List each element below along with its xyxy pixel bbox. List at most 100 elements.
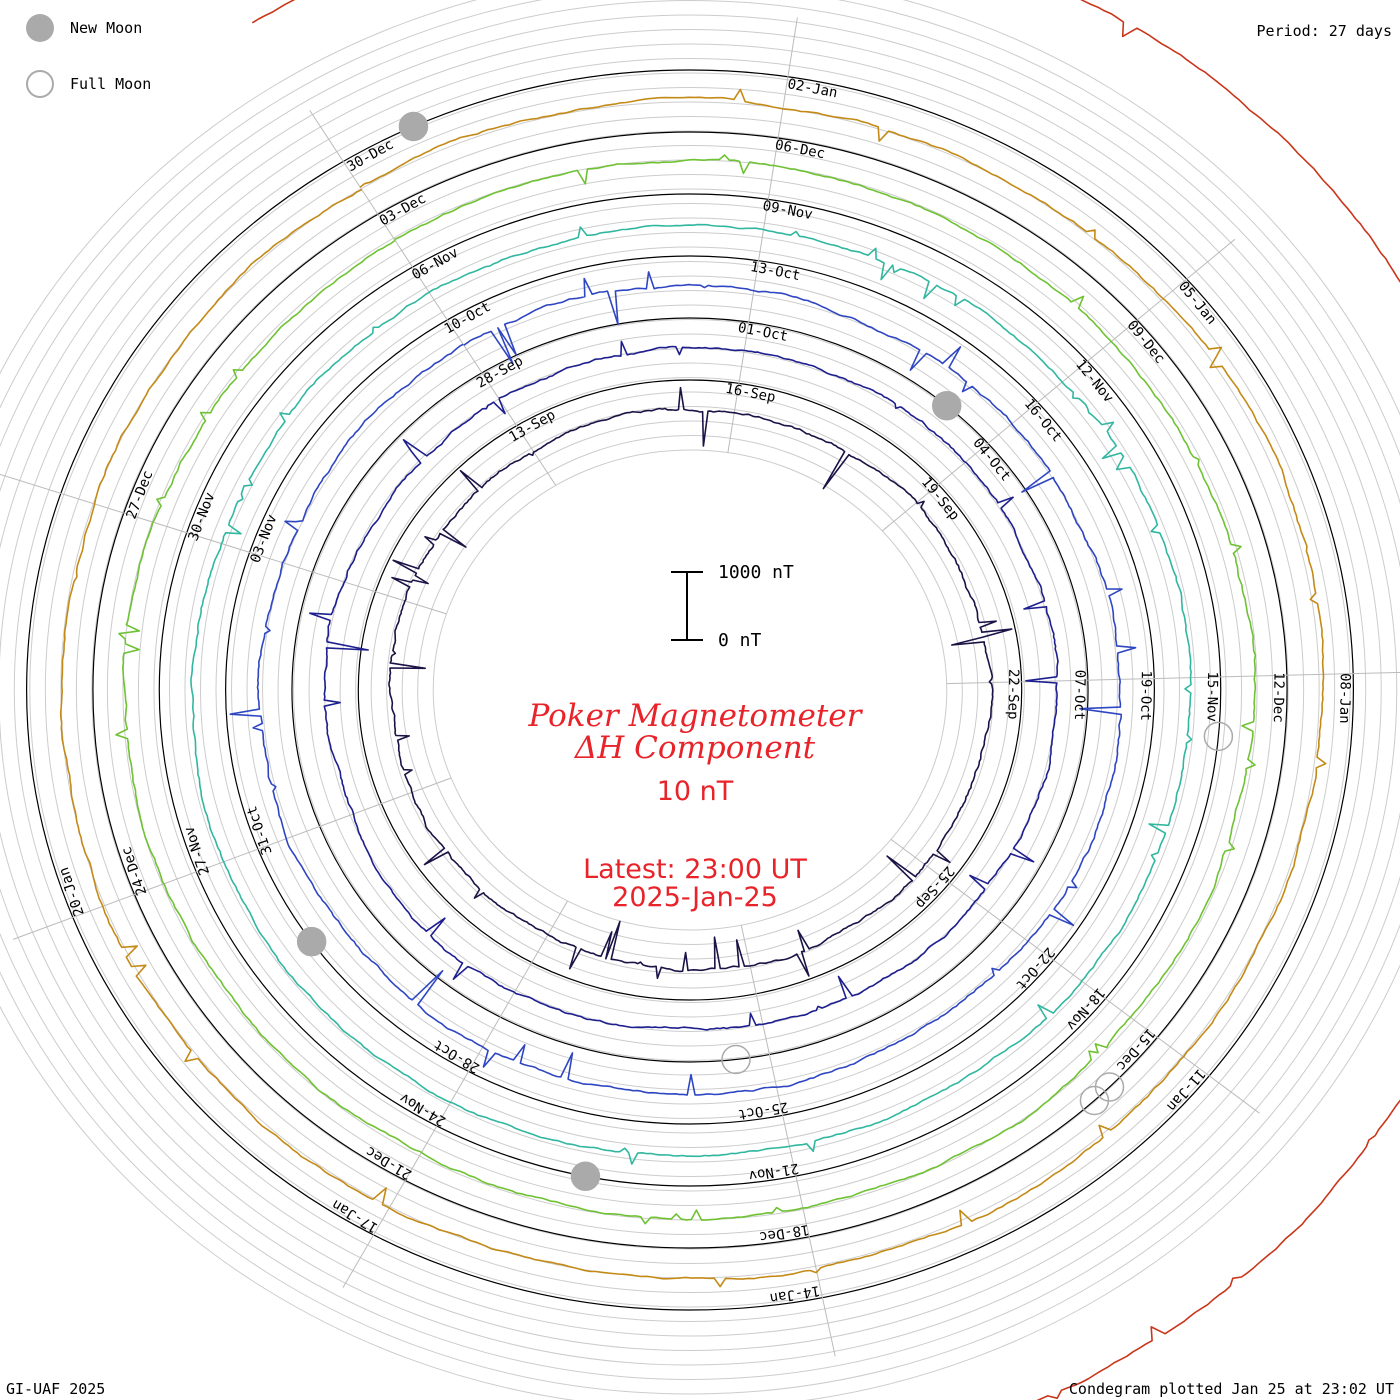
date-tick-label: 13-Sep	[506, 407, 558, 446]
grid-ring	[199, 232, 1181, 1148]
grid-ring	[13, 58, 1367, 1322]
grid-ring	[401, 420, 979, 960]
title-scale: 10 nT	[656, 776, 734, 807]
date-tick-label: 12-Dec	[1270, 672, 1287, 723]
title-line-2: ΔH Component	[574, 730, 816, 766]
baseline-ring	[158, 193, 1222, 1187]
series-lines	[59, 0, 1400, 1400]
date-tick-label: 24-Dec	[119, 844, 151, 897]
baseline-ring	[291, 317, 1089, 1063]
date-tick-label: 31-Oct	[244, 804, 276, 857]
new-moon-marker	[398, 111, 429, 142]
grid-ring	[277, 304, 1103, 1076]
grid-ring	[0, 43, 1382, 1337]
title-line-1: Poker Magnetometer	[528, 698, 862, 734]
date-tick-label: 19-Oct	[1137, 670, 1154, 721]
date-tick-label: 18-Nov	[1063, 984, 1108, 1033]
latest-time: Latest: 23:00 UT	[583, 854, 807, 885]
date-labels: 13-Sep16-Sep19-Sep22-Sep25-Sep28-Sep01-O…	[56, 76, 1353, 1306]
grid-ring	[262, 290, 1118, 1090]
baseline-ring	[25, 69, 1355, 1311]
date-tick-label: 14-Jan	[769, 1282, 821, 1306]
date-tick-label: 20-Jan	[56, 865, 88, 918]
date-tick-label: 24-Nov	[397, 1089, 449, 1129]
date-tick-label: 22-Sep	[1004, 669, 1021, 720]
new-moon-marker	[931, 390, 962, 421]
full-moon-marker	[1203, 721, 1234, 752]
series-line-28-Sep	[309, 340, 1059, 1031]
grid-spoke	[12, 777, 452, 940]
date-tick-label: 09-Nov	[761, 198, 814, 223]
date-tick-label: 25-Oct	[737, 1098, 789, 1122]
grid-ring	[339, 362, 1041, 1018]
date-tick-label: 19-Sep	[918, 474, 962, 523]
date-tick-label: 06-Nov	[409, 245, 461, 284]
grid-ring	[308, 333, 1072, 1047]
new-moon-icon	[26, 14, 54, 42]
grid-ring	[60, 101, 1320, 1279]
full-moon-marker	[721, 1044, 751, 1075]
grid-spoke	[881, 238, 1236, 532]
grid-spoke	[740, 925, 836, 1357]
grid-ring	[91, 130, 1289, 1250]
grid-ring	[355, 377, 1025, 1003]
footer-plotted: Condegram plotted Jan 25 at 23:02 UT	[1068, 1380, 1394, 1398]
date-tick-label: 06-Dec	[774, 137, 827, 162]
series-line-23-Jan	[251, 0, 1400, 1400]
date-tick-label: 16-Sep	[724, 381, 777, 406]
grid-ring	[215, 246, 1165, 1134]
grid-ring	[231, 261, 1149, 1119]
series-line-13-Sep	[388, 386, 1013, 980]
grid-spoke	[342, 900, 568, 1288]
scale-bar-top-label: 1000 nT	[718, 562, 794, 583]
baseline-ring	[225, 255, 1155, 1125]
scale-bar	[671, 571, 703, 641]
full-moon-icon	[26, 70, 54, 98]
grid-ring	[370, 391, 1010, 989]
grid-ring	[0, 29, 1398, 1351]
date-tick-label: 15-Dec	[1113, 1025, 1158, 1074]
legend-full-moon: Full Moon	[26, 70, 151, 98]
grid-spoke	[0, 473, 447, 615]
grid-spoke	[309, 110, 557, 486]
grid-spoke	[946, 671, 1400, 685]
grid-ring	[432, 449, 948, 931]
chart-title: Poker Magnetometer ΔH Component 10 nT La…	[440, 700, 950, 912]
full-moon-label: Full Moon	[70, 75, 152, 93]
date-tick-label: 07-Oct	[1071, 670, 1088, 721]
date-tick-label: 21-Nov	[747, 1160, 799, 1184]
new-moon-marker	[296, 926, 327, 957]
grid-ring	[153, 188, 1227, 1192]
grid-ring	[184, 217, 1196, 1163]
date-tick-label: 09-Dec	[1124, 318, 1168, 367]
date-tick-label: 08-Jan	[1336, 673, 1353, 724]
legend-new-moon: New Moon	[26, 14, 142, 42]
date-tick-label: 16-Oct	[1021, 396, 1065, 445]
grid-ring	[137, 174, 1243, 1206]
grid-ring	[106, 145, 1274, 1235]
grid-ring	[246, 275, 1134, 1105]
date-tick-label: 27-Dec	[124, 468, 157, 521]
grid-spoke	[727, 17, 798, 453]
period-label: Period: 27 days	[1256, 22, 1392, 40]
date-tick-label: 01-Oct	[736, 320, 789, 345]
moon-markers	[296, 111, 1234, 1192]
grid-ring	[168, 203, 1212, 1177]
date-tick-label: 15-Nov	[1203, 671, 1220, 722]
baseline-ring	[92, 131, 1288, 1249]
grid-ring	[417, 435, 963, 945]
date-tick-label: 17-Jan	[329, 1196, 381, 1236]
date-tick-label: 05-Jan	[1175, 278, 1219, 327]
new-moon-label: New Moon	[70, 19, 143, 37]
footer-credit: GI-UAF 2025	[6, 1380, 106, 1398]
series-line-30-Dec	[59, 88, 1327, 1288]
grid-ring	[44, 87, 1336, 1293]
grid-spokes	[0, 17, 1400, 1357]
grid-ring	[75, 116, 1305, 1264]
grid-spoke	[890, 838, 1260, 1114]
series-line-06-Nov	[190, 223, 1193, 1165]
grid-ring	[293, 319, 1087, 1061]
